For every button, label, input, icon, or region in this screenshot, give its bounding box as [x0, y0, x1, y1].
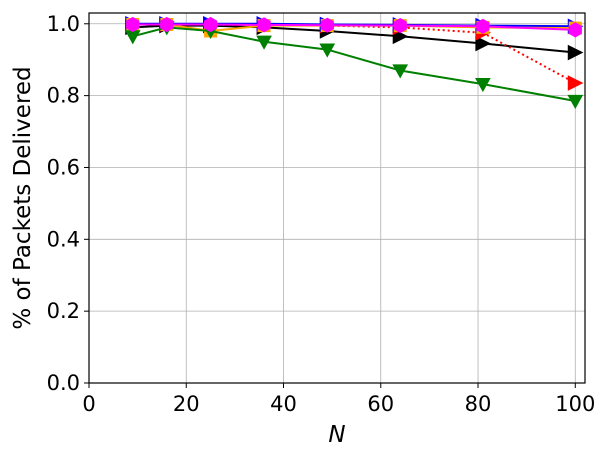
data-point: [567, 94, 584, 110]
data-point: [256, 35, 272, 50]
data-point: [567, 44, 584, 61]
data-point: [257, 17, 271, 33]
series-line: [132, 23, 576, 31]
data-point: [393, 17, 407, 34]
series: [124, 21, 584, 110]
data-point: [124, 30, 141, 45]
data-point: [160, 16, 174, 33]
series-line: [132, 26, 576, 102]
data-point: [320, 17, 334, 33]
x-tick-label: 80: [465, 392, 492, 416]
y-tick-label: 0.0: [47, 371, 80, 395]
plot-frame: [88, 12, 586, 384]
data-point: [319, 43, 336, 58]
data-point: [567, 75, 584, 91]
y-tick-label: 0.2: [47, 299, 80, 323]
x-tick-label: 40: [270, 392, 297, 416]
data-point: [126, 16, 140, 33]
x-tick-label: 0: [82, 392, 95, 416]
y-tick-label: 0.6: [47, 155, 80, 179]
y-tick-label: 0.8: [47, 84, 80, 108]
x-axis-label: N: [328, 422, 345, 448]
x-tick-label: 20: [173, 392, 200, 416]
series-layer: [124, 15, 584, 110]
data-point: [204, 16, 218, 33]
series: [126, 16, 582, 38]
ticks: 0 20 40 60 80 100 0.0 0.2 0.4 0.6 0.8 1.0: [47, 12, 596, 416]
data-point: [475, 35, 492, 52]
y-tick-label: 0.4: [47, 227, 80, 251]
data-point: [392, 64, 409, 79]
x-tick-label: 100: [555, 392, 595, 416]
x-tick-label: 60: [367, 392, 394, 416]
grid: [88, 13, 585, 384]
data-point: [476, 18, 490, 34]
data-point: [568, 22, 582, 38]
y-axis-label: % of Packets Delivered: [10, 66, 36, 329]
data-point: [475, 78, 491, 93]
y-tick-label: 1.0: [47, 12, 80, 36]
